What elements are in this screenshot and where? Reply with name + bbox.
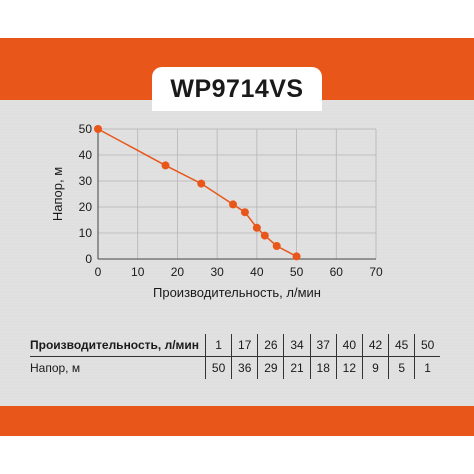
x-tick-label: 40 (250, 265, 264, 279)
table-cell: 45 (388, 334, 415, 357)
y-tick-label: 50 (79, 122, 93, 136)
table-row-head: Напор, м 50 36 29 21 18 12 9 5 1 (30, 356, 440, 379)
table-cell: 50 (414, 334, 440, 357)
table-cell: 18 (309, 356, 337, 379)
data-point-marker (161, 161, 170, 170)
data-point-marker (260, 231, 269, 240)
y-axis-label: Напор, м (50, 167, 65, 221)
table-cell: 29 (257, 356, 284, 379)
model-title: WP9714VS (152, 67, 322, 111)
x-tick-label: 50 (290, 265, 304, 279)
table-cell: 37 (309, 334, 337, 357)
table-row-flow: Производительность, л/мин 1 17 26 34 37 … (30, 334, 440, 357)
y-tick-label: 0 (85, 252, 92, 266)
x-tick-label: 0 (95, 265, 102, 279)
x-tick-label: 20 (171, 265, 185, 279)
performance-table: Производительность, л/мин 1 17 26 34 37 … (30, 334, 440, 379)
table-cell: 40 (335, 334, 363, 357)
data-point-marker (229, 200, 238, 209)
row-label-flow: Производительность, л/мин (30, 334, 206, 357)
table-cell: 50 (204, 356, 232, 379)
data-point-marker (252, 223, 261, 232)
y-tick-label: 20 (79, 200, 93, 214)
table-cell: 1 (204, 334, 232, 357)
data-point-marker (240, 208, 249, 217)
y-tick-label: 10 (79, 226, 93, 240)
x-tick-label: 30 (210, 265, 224, 279)
table-cell: 21 (283, 356, 311, 379)
data-point-marker (292, 252, 301, 261)
table-cell: 36 (231, 356, 258, 379)
data-point-marker (94, 125, 102, 133)
table-cell: 1 (414, 356, 440, 379)
table-cell: 9 (361, 356, 389, 379)
table-cell: 42 (361, 334, 389, 357)
y-tick-label: 30 (79, 174, 93, 188)
data-point-marker (197, 179, 206, 188)
table-cell: 17 (231, 334, 258, 357)
data-point-marker (272, 242, 281, 250)
x-tick-label: 60 (330, 265, 344, 279)
y-tick-label: 40 (79, 148, 93, 162)
x-axis-label: Производительность, л/мин (153, 285, 321, 300)
x-tick-label: 70 (369, 265, 383, 279)
row-label-head: Напор, м (30, 361, 81, 375)
table-cell: 12 (335, 356, 363, 379)
x-tick-label: 10 (131, 265, 145, 279)
bottom-orange-band (0, 406, 474, 436)
table-cell: 5 (388, 356, 415, 379)
table-cell: 34 (283, 334, 311, 357)
table-cell: 26 (257, 334, 284, 357)
